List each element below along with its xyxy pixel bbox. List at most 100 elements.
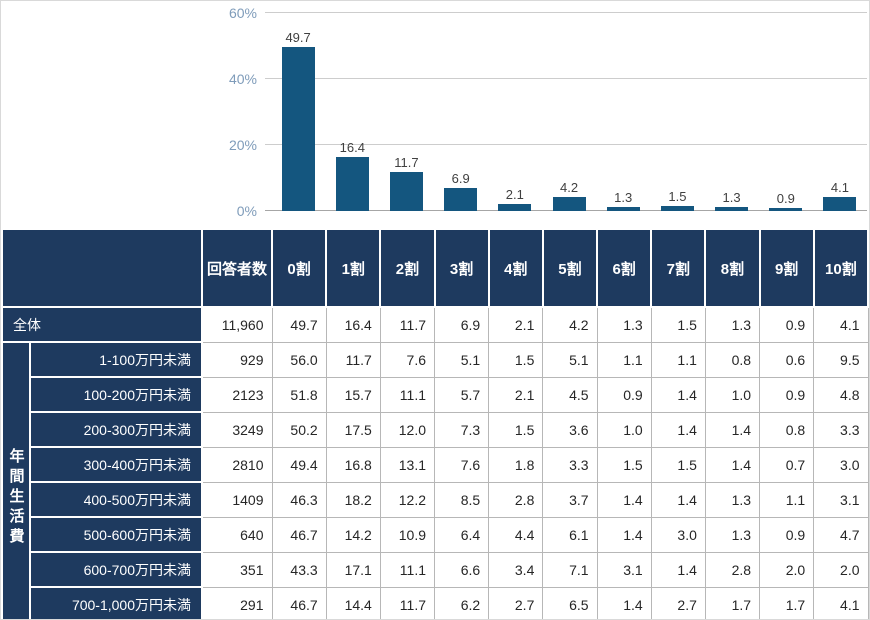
- value-cell: 6.4: [434, 516, 490, 553]
- value-cell: 50.2: [271, 411, 327, 448]
- value-cell: 4.5: [542, 376, 598, 413]
- value-cell: 10.9: [379, 516, 436, 553]
- value-cell: 2810: [201, 446, 273, 483]
- value-cell: 0.9: [759, 516, 815, 553]
- value-cell: 1.3: [704, 306, 761, 343]
- value-cell: 18.2: [325, 481, 381, 518]
- value-cell: 46.7: [271, 586, 327, 619]
- value-cell: 11.1: [379, 376, 436, 413]
- value-cell: 1.5: [488, 341, 544, 378]
- value-cell: 5.1: [434, 341, 490, 378]
- value-cell: 2.7: [488, 586, 544, 619]
- row-label: 300-400万円未満: [29, 446, 203, 483]
- bar-value-label: 0.9: [776, 191, 795, 207]
- value-cell: 1.4: [596, 516, 652, 553]
- bar-value-label: 6.9: [451, 171, 470, 187]
- value-cell: 3.7: [542, 481, 598, 518]
- value-cell: 1.5: [650, 446, 706, 483]
- value-cell: 4.1: [813, 586, 869, 619]
- row-label: 100-200万円未満: [29, 376, 203, 413]
- bar-group-0割: 49.7: [271, 13, 325, 211]
- value-cell: 7.6: [434, 446, 490, 483]
- column-header: 6割: [596, 228, 653, 308]
- bar: [823, 197, 857, 211]
- data-table: 回答者数 0割 1割 2割 3割 4割 5割 6割 7割 8割 9割 10割 全体 11,960 49.7…: [1, 228, 869, 619]
- value-cell: 49.7: [271, 306, 327, 343]
- value-cell: 1.4: [704, 411, 761, 448]
- value-cell: 351: [201, 551, 273, 588]
- value-cell: 2.0: [813, 551, 869, 588]
- bar-group-8割: 1.3: [705, 13, 759, 211]
- y-tick-label: 20%: [228, 137, 257, 154]
- bar-group-10割: 4.1: [813, 13, 867, 211]
- bar-group-5割: 4.2: [542, 13, 596, 211]
- bar: [281, 47, 315, 211]
- value-cell: 1409: [201, 481, 273, 518]
- gridline: [265, 78, 867, 80]
- bar: [335, 156, 369, 211]
- value-cell: 11.7: [379, 586, 436, 619]
- bar-value-label: 16.4: [339, 139, 365, 155]
- value-cell: 1.0: [596, 411, 652, 448]
- value-cell: 56.0: [271, 341, 327, 378]
- bar: [769, 208, 803, 211]
- value-cell: 2.8: [704, 551, 761, 588]
- value-cell: 0.9: [596, 376, 652, 413]
- table-row: 100-200万円未満 2123 51.8 15.7 11.1 5.7 2.1 4.5 0.9 1…: [2, 376, 869, 413]
- bar: [444, 188, 478, 211]
- bar: [498, 204, 532, 211]
- table-row: 700-1,000万円未満 291 46.7 14.4 11.7 6.2 2.7 6.5 1.4…: [2, 586, 869, 619]
- bar-value-label: 49.7: [285, 30, 311, 45]
- value-cell: 929: [201, 341, 273, 378]
- value-cell: 6.2: [434, 586, 490, 619]
- table-row: 500-600万円未満 640 46.7 14.2 10.9 6.4 4.4 6.1 1.4 3.…: [2, 516, 869, 553]
- value-cell: 0.7: [759, 446, 815, 483]
- bar-chart: 0% 20% 40% 60% 49.7 16.4 11.7 6.9 2.1 4.2 1.3 1.5 1…: [1, 1, 869, 228]
- value-cell: 3.1: [813, 481, 869, 518]
- bar-group-4割: 2.1: [488, 13, 542, 211]
- value-cell: 3.3: [813, 411, 869, 448]
- column-header: 2割: [379, 228, 436, 308]
- value-cell: 1.3: [704, 516, 761, 553]
- value-cell: 0.6: [759, 341, 815, 378]
- column-header: 回答者数: [201, 228, 273, 308]
- value-cell: 49.4: [271, 446, 327, 483]
- value-cell: 1.0: [704, 376, 761, 413]
- value-cell: 46.7: [271, 516, 327, 553]
- row-label: 400-500万円未満: [29, 481, 203, 518]
- value-cell: 1.1: [759, 481, 815, 518]
- value-cell: 12.0: [379, 411, 436, 448]
- column-header: 8割: [704, 228, 761, 308]
- value-cell: 1.1: [650, 341, 706, 378]
- value-cell: 1.4: [704, 446, 761, 483]
- value-cell: 1.4: [650, 376, 706, 413]
- value-cell: 3.1: [596, 551, 652, 588]
- row-label: 1-100万円未満: [29, 341, 203, 378]
- value-cell: 4.2: [542, 306, 598, 343]
- value-cell: 3.0: [813, 446, 869, 483]
- value-cell: 5.7: [434, 376, 490, 413]
- row-label: 200-300万円未満: [29, 411, 203, 448]
- value-cell: 1.4: [650, 481, 706, 518]
- value-cell: 16.8: [325, 446, 381, 483]
- value-cell: 1.3: [596, 306, 652, 343]
- value-cell: 6.5: [542, 586, 598, 619]
- gridline: [265, 144, 867, 146]
- header-corner: [1, 228, 203, 308]
- value-cell: 2123: [201, 376, 273, 413]
- bar-group-9割: 0.9: [759, 13, 813, 211]
- bar-value-label: 2.1: [505, 187, 524, 203]
- value-cell: 7.6: [379, 341, 436, 378]
- table-row-total: 全体 11,960 49.7 16.4 11.7 6.9 2.1 4.2 1.3 1.5 1.3 0.…: [1, 306, 869, 343]
- value-cell: 6.1: [542, 516, 598, 553]
- row-label: 600-700万円未満: [29, 551, 203, 588]
- bar: [715, 206, 749, 211]
- value-cell: 15.7: [325, 376, 381, 413]
- value-cell: 1.7: [759, 586, 815, 619]
- value-cell: 0.8: [759, 411, 815, 448]
- value-cell: 1.1: [596, 341, 652, 378]
- plot-area: 49.7 16.4 11.7 6.9 2.1 4.2 1.3 1.5 1.3 0.9 4.1: [265, 12, 867, 211]
- bar-group-2割: 11.7: [379, 13, 433, 211]
- table-row: 300-400万円未満 2810 49.4 16.8 13.1 7.6 1.8 3.3 1.5 1…: [2, 446, 869, 483]
- value-cell: 2.7: [650, 586, 706, 619]
